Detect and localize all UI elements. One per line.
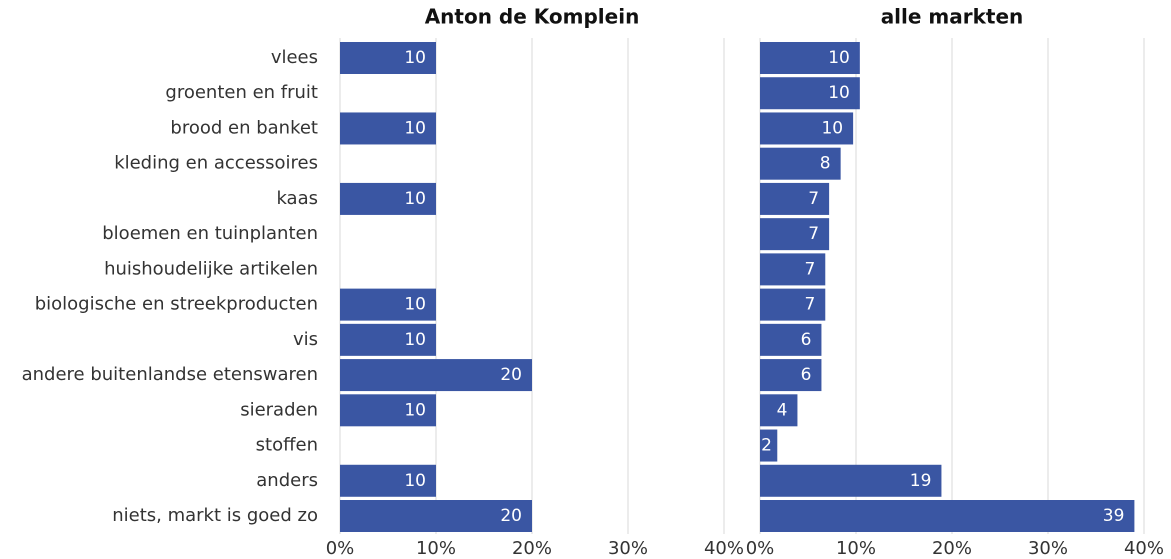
bar bbox=[760, 288, 826, 321]
bar bbox=[340, 500, 532, 532]
value-label: 10 bbox=[404, 400, 426, 420]
value-label: 10 bbox=[404, 48, 426, 68]
chart-title: Anton de Komplein bbox=[425, 5, 640, 29]
value-label: 8 bbox=[820, 154, 831, 174]
bar bbox=[760, 394, 798, 427]
category-label: brood en banket bbox=[170, 117, 318, 138]
value-label: 2 bbox=[761, 436, 772, 456]
bar bbox=[760, 42, 860, 74]
bar bbox=[760, 429, 778, 462]
category-label: bloemen en tuinplanten bbox=[102, 223, 318, 244]
category-label: huishoudelijke artikelen bbox=[104, 258, 318, 279]
bar bbox=[340, 42, 436, 74]
bar bbox=[760, 218, 830, 251]
bar bbox=[760, 147, 841, 180]
value-label: 10 bbox=[404, 118, 426, 138]
category-label: biologische en streekproducten bbox=[35, 294, 318, 315]
value-label: 39 bbox=[1103, 506, 1125, 526]
bar bbox=[760, 359, 822, 392]
value-label: 20 bbox=[500, 365, 522, 385]
category-label: niets, markt is goed zo bbox=[112, 505, 318, 526]
bar bbox=[760, 112, 854, 145]
category-label: kaas bbox=[276, 188, 318, 209]
bar bbox=[340, 394, 436, 427]
x-tick-label: 0% bbox=[326, 538, 355, 559]
value-label: 10 bbox=[404, 330, 426, 350]
x-tick-label: 10% bbox=[836, 538, 876, 559]
bar bbox=[760, 464, 942, 497]
category-label: groenten en fruit bbox=[165, 82, 318, 103]
bar bbox=[760, 253, 826, 286]
bar bbox=[340, 323, 436, 356]
value-label: 20 bbox=[500, 506, 522, 526]
category-label: anders bbox=[256, 470, 318, 491]
bar bbox=[760, 323, 822, 356]
value-label: 10 bbox=[828, 48, 850, 68]
value-label: 10 bbox=[404, 189, 426, 209]
bar bbox=[340, 112, 436, 145]
category-label: vlees bbox=[271, 47, 318, 68]
value-label: 19 bbox=[910, 471, 932, 491]
x-tick-label: 20% bbox=[512, 538, 552, 559]
x-tick-label: 40% bbox=[1124, 538, 1164, 559]
category-label: stoffen bbox=[256, 435, 318, 456]
value-label: 7 bbox=[808, 189, 819, 209]
value-label: 6 bbox=[801, 330, 812, 350]
bar bbox=[340, 288, 436, 321]
category-label: andere buitenlandse etenswaren bbox=[22, 364, 318, 385]
category-label: kleding en accessoires bbox=[114, 153, 318, 174]
value-label: 10 bbox=[404, 295, 426, 315]
x-tick-label: 10% bbox=[416, 538, 456, 559]
bar bbox=[340, 464, 436, 497]
chart-title: alle markten bbox=[881, 5, 1024, 29]
x-tick-label: 20% bbox=[932, 538, 972, 559]
bar bbox=[760, 77, 860, 110]
bar bbox=[340, 359, 532, 392]
value-label: 7 bbox=[804, 259, 815, 279]
value-label: 10 bbox=[828, 83, 850, 103]
category-label: vis bbox=[293, 329, 318, 350]
bar bbox=[760, 500, 1135, 532]
bar bbox=[760, 182, 830, 215]
value-label: 7 bbox=[808, 224, 819, 244]
bar bbox=[340, 182, 436, 215]
x-tick-label: 30% bbox=[1028, 538, 1068, 559]
value-label: 4 bbox=[777, 400, 788, 420]
x-tick-label: 30% bbox=[608, 538, 648, 559]
value-label: 10 bbox=[404, 471, 426, 491]
category-label: sieraden bbox=[240, 399, 318, 420]
x-tick-label: 0% bbox=[746, 538, 775, 559]
value-label: 6 bbox=[801, 365, 812, 385]
x-tick-label: 40% bbox=[704, 538, 744, 559]
value-label: 7 bbox=[804, 295, 815, 315]
value-label: 10 bbox=[821, 118, 843, 138]
